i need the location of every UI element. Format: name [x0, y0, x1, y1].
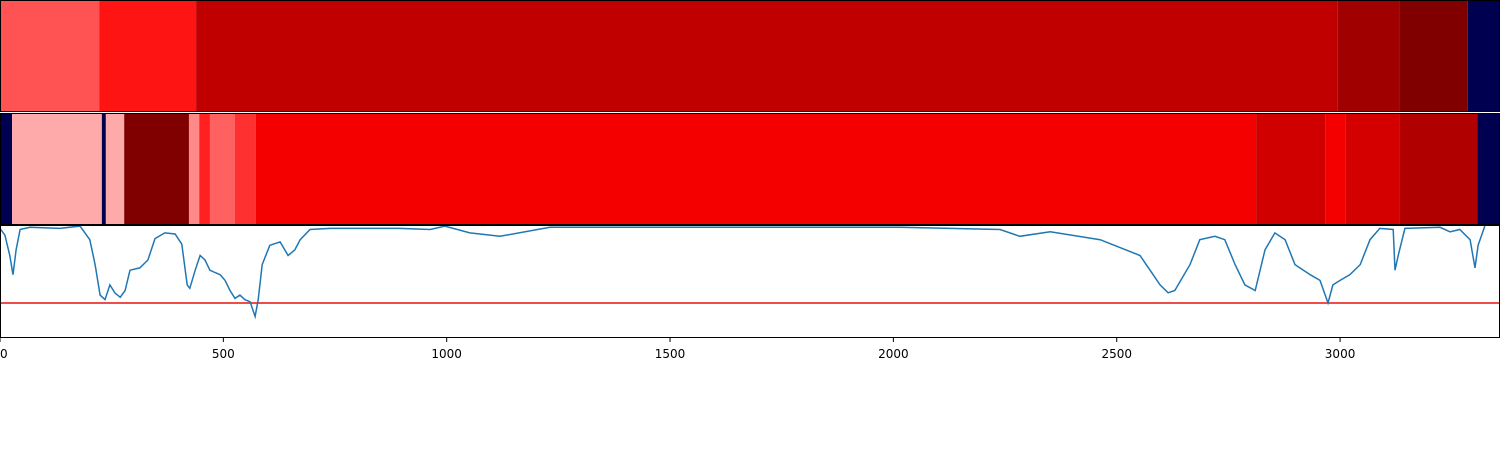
x-tick-label: 500 [212, 347, 235, 361]
x-tick-label: 1500 [655, 347, 686, 361]
line [0, 225, 1486, 320]
x-tick-label: 1000 [431, 347, 462, 361]
segment [101, 113, 106, 225]
segment [1399, 0, 1468, 112]
segment [1399, 113, 1478, 225]
x-tick-label: 3000 [1325, 347, 1356, 361]
segment [1477, 113, 1500, 225]
segment [1467, 0, 1500, 112]
segment [1337, 0, 1400, 112]
x-tick-label: 2000 [878, 347, 909, 361]
segment [255, 113, 1257, 225]
segment [196, 0, 1338, 112]
segment [1325, 113, 1346, 225]
segment [12, 113, 102, 225]
segment [1345, 113, 1400, 225]
plot-area [0, 225, 1500, 320]
segment [234, 113, 256, 225]
segment [0, 113, 13, 225]
segment [105, 113, 125, 225]
segment [99, 0, 197, 112]
segment [188, 113, 200, 225]
segment [124, 113, 189, 225]
segment [0, 0, 100, 112]
segment [209, 113, 235, 225]
segment [1256, 113, 1326, 225]
segment [199, 113, 210, 225]
x-tick-label: 2500 [1101, 347, 1132, 361]
x-tick-label: 0 [0, 347, 8, 361]
